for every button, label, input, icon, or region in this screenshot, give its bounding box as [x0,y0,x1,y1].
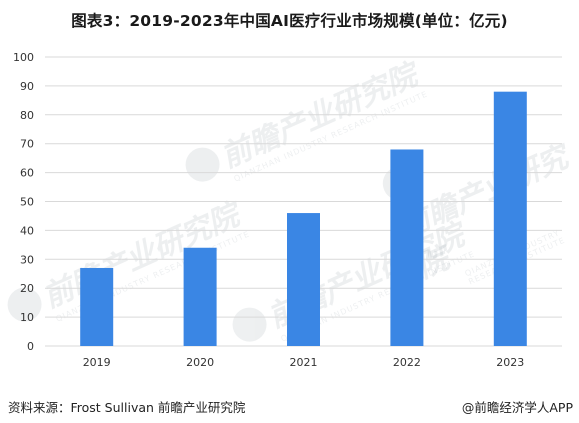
bar-2022 [390,149,424,346]
chart-title: 图表3：2019-2023年中国AI医疗行业市场规模(单位：亿元) [71,12,508,30]
y-tick-label: 20 [20,282,34,295]
x-tick-label: 2021 [290,356,318,369]
y-tick-label: 0 [27,340,34,353]
y-tick-label: 10 [20,311,34,324]
y-tick-label: 40 [20,224,34,237]
bar-2021 [287,213,320,346]
y-tick-label: 60 [20,167,34,180]
bar-2020 [183,247,217,346]
y-tick-label: 80 [20,109,34,122]
x-axis-ticks: 2019 2020 2021 2022 2023 [83,356,525,369]
y-tick-label: 90 [20,80,34,93]
y-tick-label: 50 [20,196,34,209]
x-tick-label: 2022 [393,356,421,369]
source-note: 资料来源：Frost Sullivan 前瞻产业研究院 [8,400,246,415]
credit-note: @前瞻经济学人APP [461,400,573,415]
y-tick-label: 70 [20,138,34,151]
y-tick-label: 30 [20,253,34,266]
x-tick-label: 2019 [83,356,111,369]
bar-2023 [493,91,527,347]
y-tick-label: 100 [13,51,34,64]
x-tick-label: 2020 [186,356,214,369]
x-tick-label: 2023 [496,356,524,369]
bar-2019 [80,267,114,346]
y-axis-ticks: 0 10 20 30 40 50 60 70 80 90 100 [13,51,34,353]
bars [80,91,527,347]
